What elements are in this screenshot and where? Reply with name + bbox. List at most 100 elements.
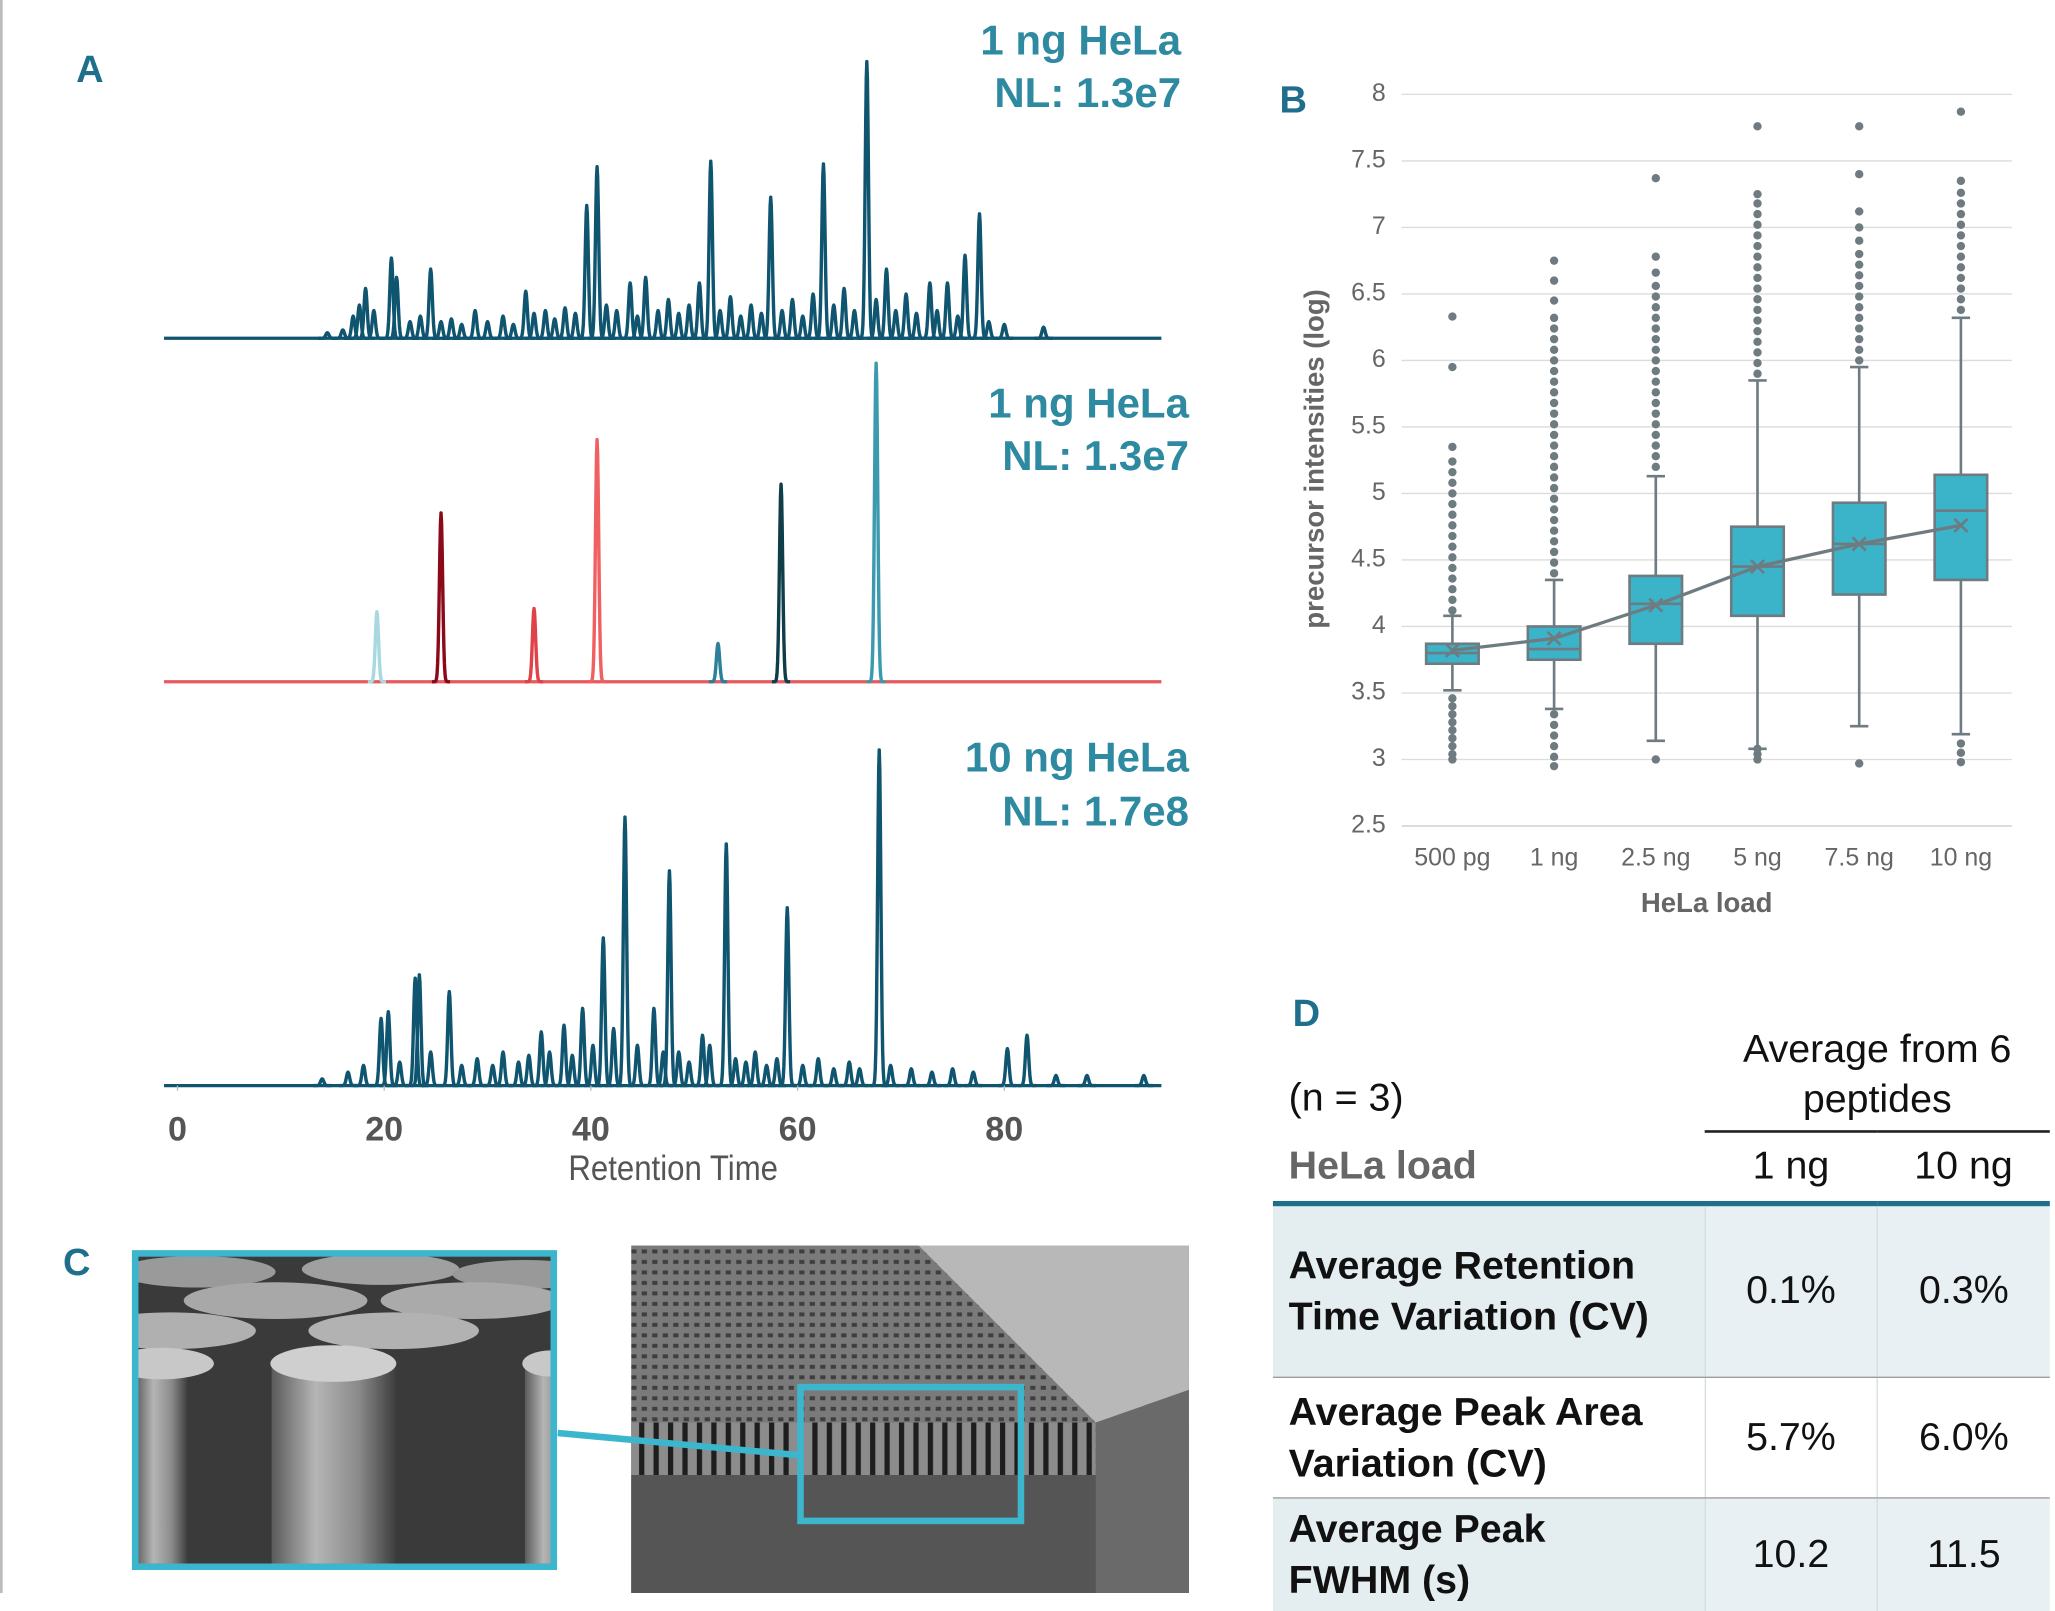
mean-marker	[1851, 536, 1867, 552]
peak	[619, 281, 641, 340]
peak	[770, 482, 792, 684]
outlier	[1855, 313, 1864, 323]
outlier	[1956, 107, 1966, 116]
outlier	[1549, 710, 1559, 719]
peak	[865, 361, 887, 684]
outlier	[1549, 420, 1559, 429]
outlier	[1956, 305, 1966, 315]
outlier	[1956, 209, 1966, 219]
trace-title: 1 ng HeLa	[980, 16, 1181, 63]
outlier	[1753, 241, 1762, 251]
outlier	[1448, 585, 1457, 594]
outlier	[1549, 324, 1559, 333]
outlier	[1651, 334, 1660, 344]
outlier	[1448, 510, 1457, 519]
outlier	[1956, 231, 1966, 240]
outlier	[1753, 337, 1762, 347]
outlier	[1549, 761, 1559, 771]
outlier	[1549, 398, 1559, 408]
outlier	[1651, 398, 1660, 408]
outlier	[1956, 739, 1966, 748]
outlier	[1651, 174, 1660, 183]
peak	[901, 1067, 922, 1088]
peak	[627, 314, 648, 340]
outlier	[1448, 312, 1457, 321]
outlier	[1651, 430, 1660, 440]
outlier	[1549, 441, 1559, 450]
x-tick-label: 10 ng	[1930, 843, 1992, 871]
outlier	[1753, 209, 1762, 219]
outlier	[1855, 345, 1864, 354]
peak	[994, 322, 1015, 340]
peak	[337, 1070, 359, 1088]
peak	[823, 1067, 844, 1088]
outlier	[1855, 207, 1864, 216]
outlier	[1651, 252, 1660, 261]
peak	[627, 1043, 648, 1088]
outlier	[1448, 741, 1457, 751]
sem-image-overview	[631, 1245, 1189, 1593]
x-axis-title: Retention Time	[568, 1149, 778, 1188]
outlier	[1549, 256, 1559, 265]
mean-marker	[1953, 517, 1969, 533]
outlier	[1855, 236, 1864, 245]
outlier	[1855, 122, 1864, 131]
panel-label: D	[1293, 993, 1320, 1035]
y-tick-label: 8	[1372, 79, 1386, 107]
outlier	[1448, 749, 1457, 759]
peak	[614, 815, 636, 1088]
outlier	[1549, 720, 1559, 730]
x-tick-label: 1 ng	[1530, 843, 1579, 871]
outlier	[1651, 452, 1660, 461]
outlier	[1651, 303, 1660, 312]
outlier	[1753, 231, 1762, 240]
zoom-connector	[557, 1429, 801, 1459]
outlier	[1448, 718, 1457, 727]
outlier	[1956, 263, 1966, 272]
peak	[439, 989, 460, 1088]
y-tick-label: 7	[1372, 212, 1386, 240]
outlier	[1651, 268, 1660, 277]
outlier	[1651, 377, 1660, 386]
outlier	[1651, 313, 1660, 323]
outlier	[1753, 122, 1762, 131]
outlier	[1448, 595, 1457, 605]
outlier	[1956, 252, 1966, 261]
trace-title: 1 ng HeLa	[988, 380, 1189, 427]
outlier	[1549, 547, 1559, 557]
outlier	[1448, 734, 1457, 743]
outlier	[1549, 452, 1559, 461]
outlier	[1855, 356, 1864, 365]
outlier	[1651, 462, 1660, 472]
outlier	[1549, 345, 1559, 354]
x-tick-label: 7.5 ng	[1825, 843, 1894, 871]
zoom-region	[797, 1383, 1025, 1525]
outlier	[1956, 284, 1966, 293]
outlier	[1448, 362, 1457, 372]
outlier	[1753, 326, 1762, 336]
outlier	[1448, 478, 1457, 488]
outlier	[1448, 553, 1457, 562]
outlier	[1448, 467, 1457, 477]
outlier	[1549, 377, 1559, 386]
outlier	[1448, 574, 1457, 583]
outlier	[1753, 220, 1762, 229]
panel-label: B	[1279, 79, 1306, 121]
outlier	[1753, 284, 1762, 293]
peak	[942, 1067, 963, 1088]
peak	[947, 314, 969, 340]
peak	[381, 256, 402, 340]
row-label: Average Peak FWHM (s)	[1288, 1507, 1546, 1603]
peak	[792, 1063, 813, 1088]
x-tick-label: 5 ng	[1733, 843, 1782, 871]
outlier	[1549, 276, 1559, 285]
peak	[856, 59, 878, 340]
peak	[420, 1050, 441, 1088]
row-label: Average Peak Area Variation (CV)	[1288, 1390, 1643, 1485]
peak	[808, 1057, 829, 1088]
peak	[653, 1050, 674, 1088]
outlier	[1549, 388, 1559, 397]
trace-title: 10 ng HeLa	[965, 734, 1190, 781]
outlier	[1855, 759, 1864, 768]
mean-marker	[1546, 630, 1562, 646]
